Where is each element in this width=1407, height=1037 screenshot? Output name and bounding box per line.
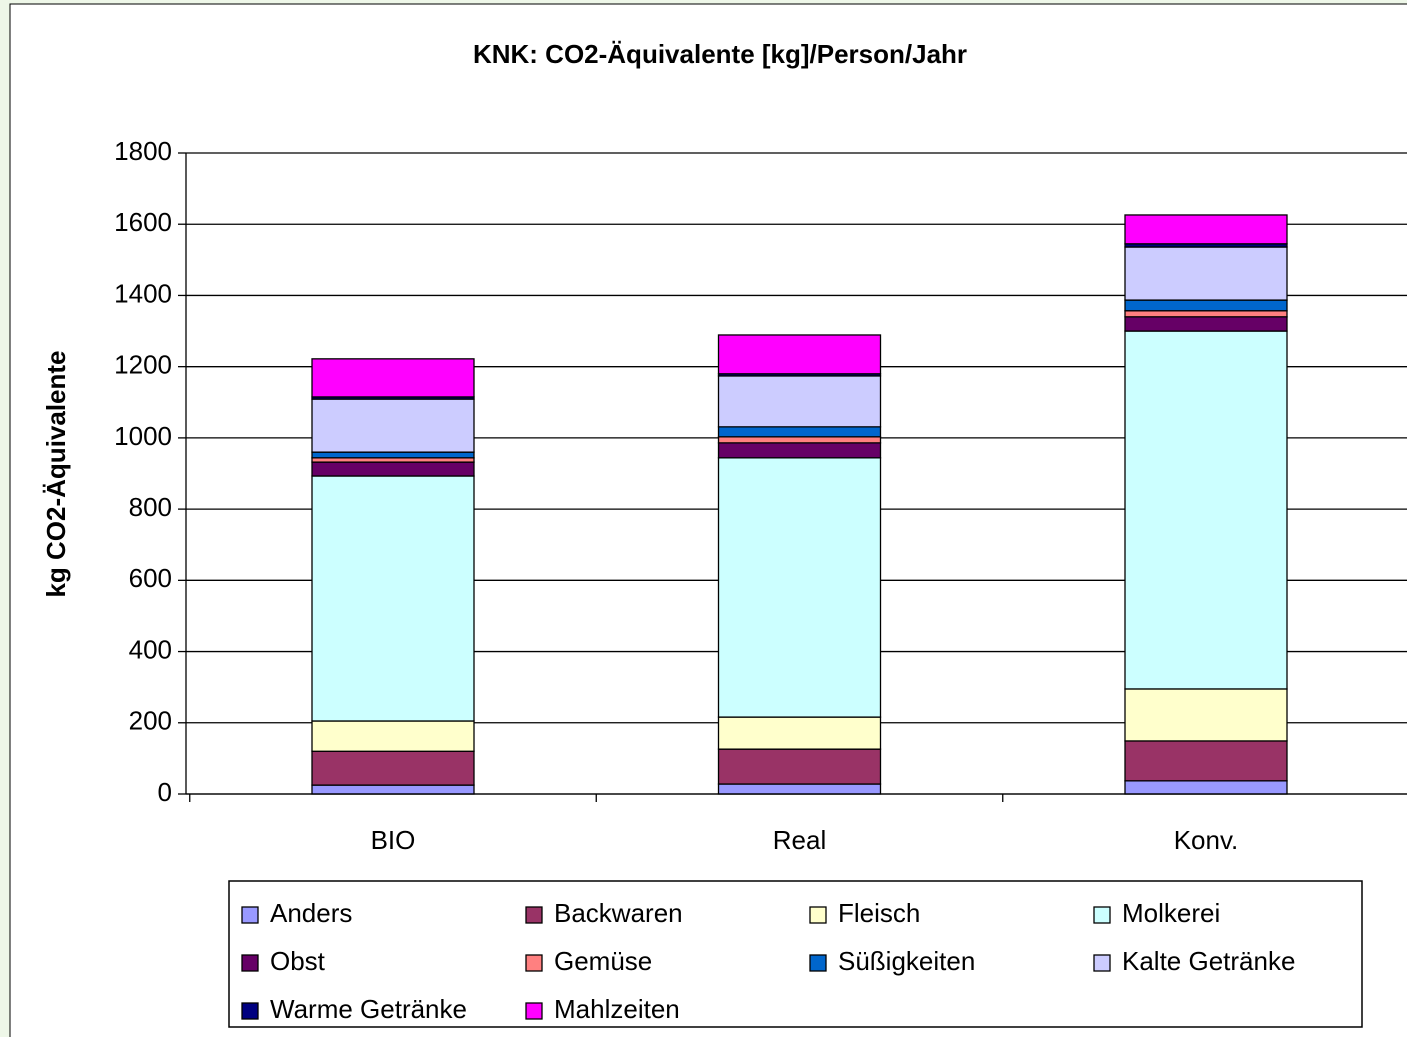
legend-label: Mahlzeiten	[554, 994, 680, 1024]
legend-label: Gemüse	[554, 946, 652, 976]
legend-label: Backwaren	[554, 898, 683, 928]
bar-segment	[311, 398, 475, 453]
bar-segment	[717, 426, 882, 438]
legend-swatch	[525, 954, 543, 972]
y-tick-label: 800	[129, 492, 172, 522]
legend-swatch	[1093, 906, 1111, 924]
bar-segment	[311, 784, 475, 795]
y-tick-label: 200	[129, 706, 172, 736]
legend-label: Kalte Getränke	[1122, 946, 1295, 976]
bar-segment	[717, 457, 882, 718]
bar-segment	[1124, 299, 1288, 312]
x-tick-label: Real	[773, 825, 826, 855]
bar-segment	[1124, 740, 1288, 782]
bar-segment	[311, 358, 475, 398]
bar-segment	[311, 451, 475, 459]
legend-swatch	[809, 954, 827, 972]
bar-segment	[1124, 330, 1288, 690]
legend-swatch	[809, 906, 827, 924]
chart-title: KNK: CO2-Äquivalente [kg]/Person/Jahr	[473, 39, 967, 69]
bar-segment	[1124, 780, 1288, 795]
bar-segment	[311, 750, 475, 786]
x-tick-label: Konv.	[1174, 825, 1239, 855]
bar-segment	[1124, 688, 1288, 742]
bar-segment	[717, 334, 882, 375]
bar-segment	[717, 716, 882, 750]
bar-segment	[717, 375, 882, 428]
legend-swatch	[241, 906, 259, 924]
y-tick-label: 0	[158, 777, 172, 807]
legend-swatch	[1093, 954, 1111, 972]
legend-label: Warme Getränke	[270, 994, 467, 1024]
legend-label: Obst	[270, 946, 326, 976]
y-tick-label: 400	[129, 634, 172, 664]
y-tick-label: 1800	[114, 136, 172, 166]
bar-segment	[1124, 316, 1288, 332]
legend-swatch	[241, 954, 259, 972]
bar-segment	[717, 436, 882, 444]
bar-segment	[717, 442, 882, 459]
bar-segment	[311, 461, 475, 477]
y-tick-label: 1400	[114, 278, 172, 308]
bar-segment	[1124, 246, 1288, 301]
legend-label: Fleisch	[838, 898, 920, 928]
legend	[228, 880, 1363, 1028]
bar-segment	[1124, 214, 1288, 245]
y-tick-label: 1600	[114, 207, 172, 237]
bar-segment	[717, 748, 882, 785]
legend-swatch	[525, 906, 543, 924]
bar-segment	[311, 475, 475, 722]
y-axis-label: kg CO2-Äquivalente	[41, 350, 71, 597]
bar-segment	[311, 720, 475, 752]
y-tick-label: 1200	[114, 350, 172, 380]
y-tick-label: 1000	[114, 421, 172, 451]
bar-segment	[1124, 310, 1288, 318]
legend-swatch	[525, 1002, 543, 1020]
x-tick-label: BIO	[371, 825, 416, 855]
legend-swatch	[241, 1002, 259, 1020]
legend-label: Molkerei	[1122, 898, 1220, 928]
legend-label: Anders	[270, 898, 352, 928]
y-tick-label: 600	[129, 563, 172, 593]
legend-label: Süßigkeiten	[838, 946, 975, 976]
bar-segment	[717, 783, 882, 795]
